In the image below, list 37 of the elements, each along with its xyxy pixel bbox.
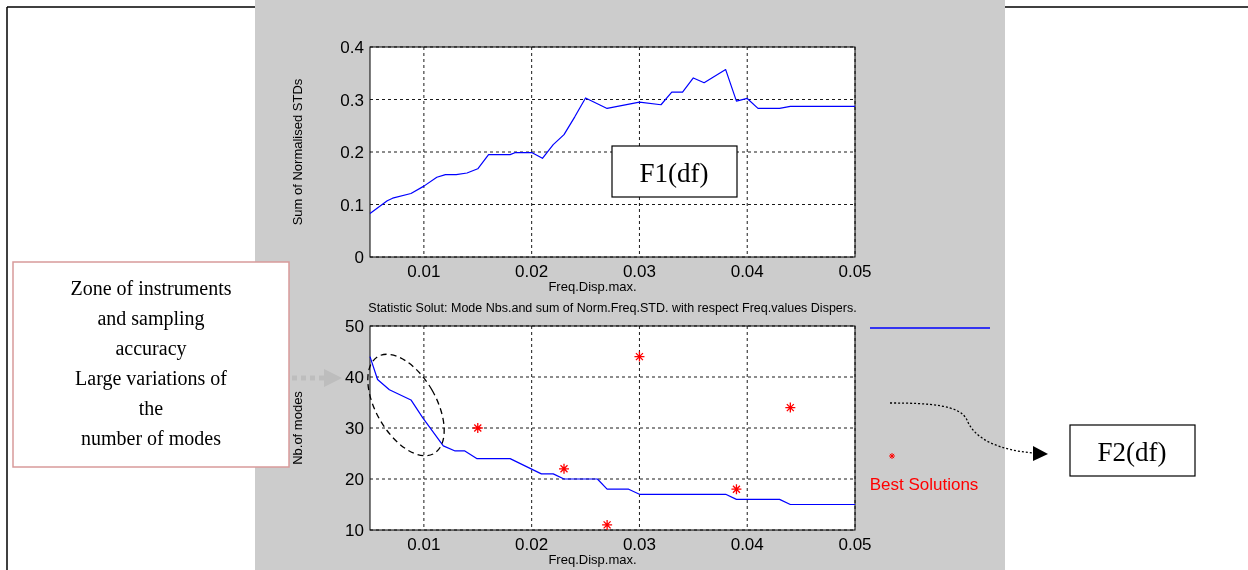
y-tick-label: 0.4	[340, 38, 364, 57]
x-axis-title: Freq.Disp.max.	[548, 552, 637, 567]
text: F2(df)	[1097, 437, 1167, 467]
y-tick-label: 0.3	[340, 90, 364, 110]
x-tick-label: 0.01	[407, 262, 441, 281]
x-tick-label: 0.02	[515, 535, 549, 554]
annotation: F1(df)	[639, 158, 709, 188]
x-tick-label: 0.03	[622, 535, 656, 554]
y-tick-label: 0	[354, 248, 364, 267]
x-tick-label: 0.03	[622, 262, 656, 281]
point	[601, 519, 613, 531]
y-tick-label: 50	[345, 317, 364, 336]
x-tick-label: 0.05	[838, 535, 872, 554]
line-series	[369, 68, 856, 215]
x-tick-label: 0.02	[515, 262, 549, 281]
y-tick-label: 10	[345, 521, 364, 540]
point	[730, 483, 743, 495]
x-axis-title: Freq.Disp.max.	[548, 279, 637, 294]
point	[784, 401, 796, 414]
y-tick-label: 40	[345, 368, 364, 387]
x-tick-label: 0.04	[730, 535, 764, 554]
legend-label: Best Solutions	[869, 475, 979, 494]
y-tick-label: 0.2	[340, 143, 364, 162]
x-tick-label: 0.04	[730, 262, 764, 281]
y-axis-title: Sum of Normalised STDs	[290, 78, 305, 226]
line-series	[369, 356, 856, 506]
point	[558, 463, 570, 475]
point	[472, 422, 484, 434]
x-tick-label: 0.01	[407, 535, 441, 554]
y-axis-title: Nb.of modes	[290, 390, 305, 465]
y-tick-label: 20	[345, 470, 364, 489]
point	[633, 350, 646, 363]
y-tick-label: 30	[345, 419, 364, 438]
text: Zone of instruments and sampling accuracy Large variations of the number of modes	[70, 277, 232, 449]
y-tick-label: 0.1	[340, 195, 364, 215]
x-tick-label: 0.05	[838, 262, 872, 281]
chart-title: Statistic Solut: Mode Nbs.and sum of Norm.Freq.STD. with respect Freq.values Dispers.	[368, 301, 857, 315]
